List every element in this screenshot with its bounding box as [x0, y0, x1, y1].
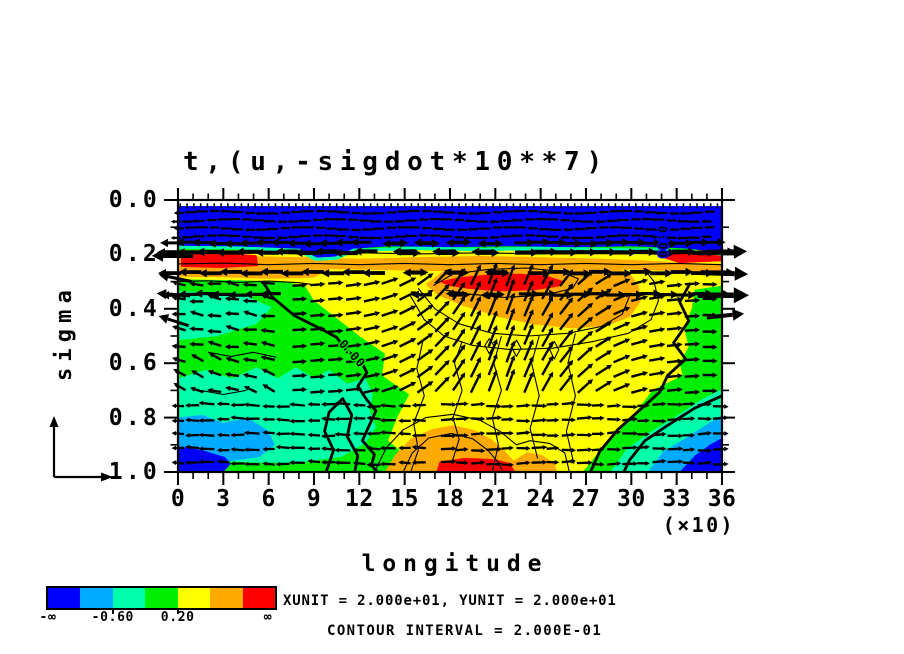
contour-line: [208, 351, 277, 358]
colorbar-tick: [111, 608, 114, 614]
contour-line: [323, 397, 360, 473]
y-tick-label: 0.6: [108, 350, 160, 377]
x-tick-label: 21: [481, 486, 510, 512]
x-tick-label: 18: [435, 486, 465, 512]
contour-line: [177, 262, 723, 266]
contour-line: [565, 333, 576, 464]
footer-contour-text: CONTOUR INTERVAL = 2.000E-01: [327, 623, 603, 639]
colorbar-segment: [80, 588, 113, 608]
plot-title: t,(u,-sigdot*10**7): [183, 147, 609, 177]
colorbar-label: 0.20: [160, 610, 195, 625]
contour-line: [529, 335, 540, 459]
contour-line: [177, 280, 312, 285]
plot-svg: 0.000.00: [151, 188, 749, 485]
colorbar-segment: [112, 588, 146, 608]
colorbar: [46, 586, 277, 610]
contour-fill-region: [178, 446, 231, 472]
y-tick-label: 0.2: [108, 241, 160, 268]
y-axis-label: sigma: [52, 284, 77, 382]
contour-fill-region: [439, 273, 564, 292]
colorbar-label: -∞: [39, 610, 57, 625]
x-tick-label: 12: [345, 486, 374, 512]
x-tick-label: 15: [390, 486, 419, 512]
contour-fill-region: [385, 425, 558, 472]
footer-units-text: XUNIT = 2.000e+01, YUNIT = 2.000e+01: [283, 593, 617, 609]
colorbar-segment: [210, 588, 243, 608]
contour-fill-region: [178, 200, 722, 206]
x-tick-label: 9: [306, 486, 322, 512]
x-tick-label: 33: [662, 486, 691, 512]
y-tick-label: 0.0: [108, 187, 160, 213]
y-tick-label: 1.0: [108, 459, 160, 485]
colorbar-label: -0.60: [91, 610, 135, 625]
x-scale-note: (×10): [662, 513, 735, 537]
x-axis-label: longitude: [361, 551, 549, 577]
colorbar-segment: [242, 588, 275, 608]
x-tick-label: 3: [216, 486, 231, 512]
vector-key-icon: [49, 416, 113, 482]
x-tick-label: 0: [170, 486, 186, 512]
colorbar-segment: [48, 588, 81, 608]
contour-value-label: 0.00: [656, 226, 670, 259]
contour-line: [589, 282, 692, 473]
colorbar-label: ∞: [263, 610, 273, 625]
x-tick-label: 27: [571, 486, 601, 512]
y-tick-label: 0.4: [108, 295, 160, 322]
x-tick-label: 24: [526, 486, 555, 512]
plot-area: 0.00 0.00: [151, 188, 749, 485]
contour-fill-region: [178, 291, 272, 341]
contour-line: [200, 389, 247, 396]
colorbar-segment: [177, 588, 211, 608]
contour-fill-region: [178, 245, 722, 261]
colorbar-segment: [145, 588, 178, 608]
contour-line: [410, 341, 425, 473]
colorbar-tick: [176, 608, 179, 614]
contour-line: [511, 339, 522, 357]
y-tick-label: 0.8: [108, 404, 160, 431]
x-tick-label: 30: [617, 486, 646, 512]
x-tick-label: 36: [707, 486, 737, 512]
x-tick-label: 6: [261, 486, 276, 512]
contour-fill-region: [583, 285, 722, 472]
